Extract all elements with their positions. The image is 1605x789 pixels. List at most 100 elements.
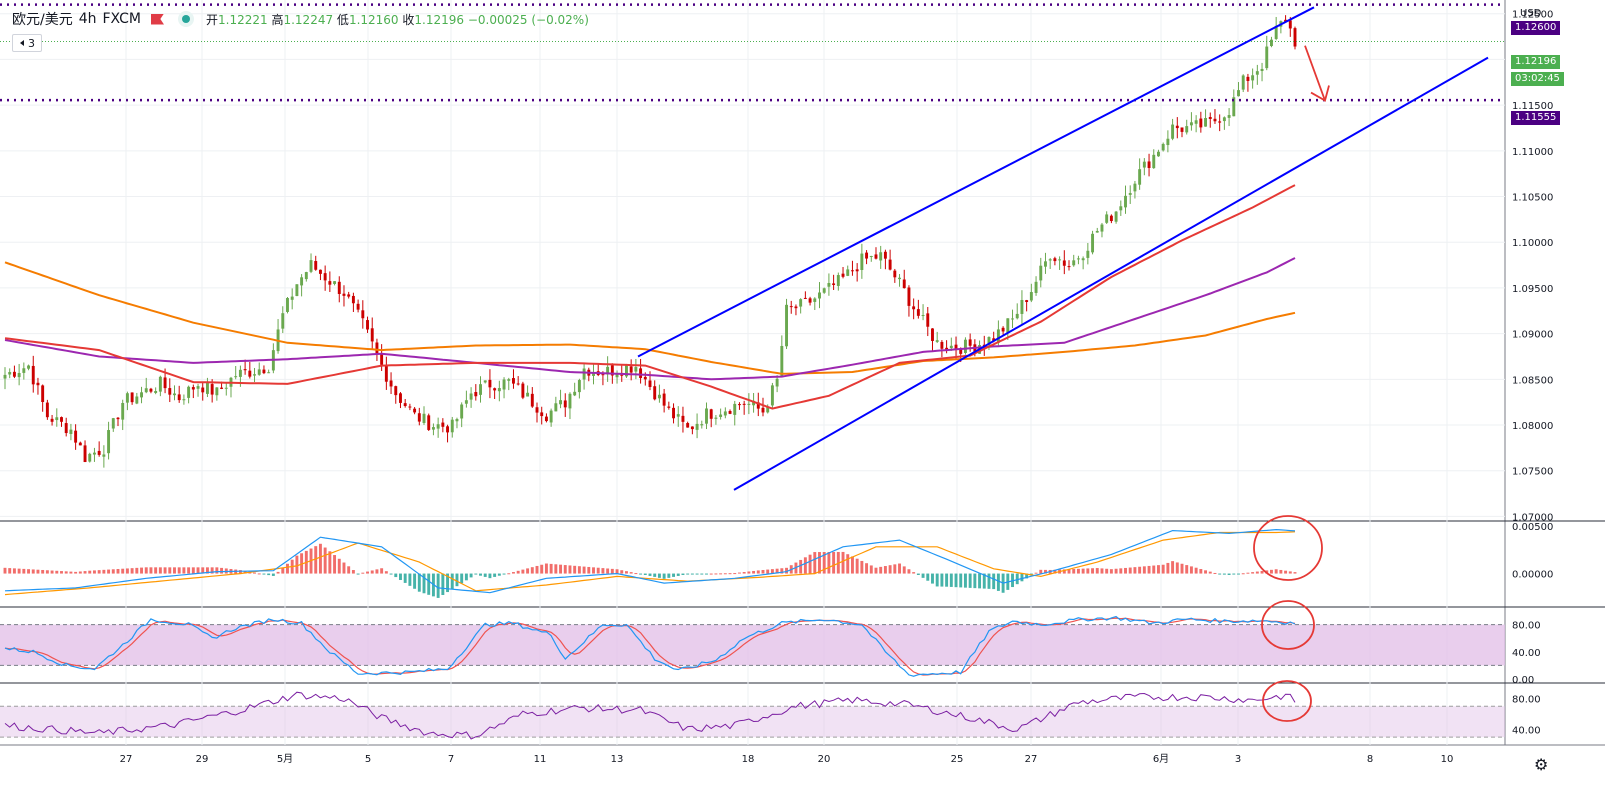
macd-histogram-bar [1138,566,1142,574]
candle-body [1081,258,1085,261]
candle-body [347,294,351,297]
macd-histogram-bar [695,573,699,575]
macd-histogram-bar [785,567,788,574]
candle-body [36,382,40,386]
macd-histogram-bar [1072,569,1076,574]
candle-body [841,273,845,277]
stochastic-band [0,624,1505,666]
macd-highlight-circle [1253,515,1323,581]
down-arrow [1304,45,1330,102]
macd-histogram-bar [544,563,548,574]
macd-histogram-bar [215,567,219,574]
macd-histogram-bar [83,571,87,574]
candle-body [742,403,746,405]
macd-histogram-bar [1293,572,1297,574]
macd-histogram-bar [1279,569,1283,574]
macd-histogram-bar [1270,569,1273,574]
candle-body [1232,97,1236,117]
candle-body [1072,260,1076,266]
candle-body [1128,193,1132,195]
candle-body [474,392,478,397]
candle-body [149,388,153,392]
macd-histogram-bar [163,567,167,574]
candle-body [111,418,115,429]
macd-histogram-bar [737,572,741,574]
macd-histogram-bar [582,566,586,574]
candle-body [625,365,628,377]
candle-body [154,391,158,393]
macd-histogram-bar [818,552,821,574]
macd-histogram-bar [1119,568,1123,574]
close-value: 1.12196 [414,12,465,27]
currency-label[interactable]: USD [1520,8,1542,19]
candle-body [601,374,605,376]
gear-icon[interactable]: ⚙ [1534,755,1549,774]
candle-body [83,445,87,463]
candle-body [615,374,619,378]
macd-histogram-bar [455,573,459,587]
candle-body [662,393,666,406]
macd-histogram-bar [488,573,492,579]
candle-body [323,273,327,281]
ma-mid-line [4,257,1296,381]
candle-body [441,422,445,427]
candle-body [1029,292,1033,301]
macd-histogram-bar [1076,568,1080,574]
candle-body [102,454,106,457]
y-tick-label: 1.07500 [1512,467,1553,478]
candle-body [898,277,901,280]
macd-histogram-bar [97,570,101,574]
macd-histogram-bar [1039,569,1043,574]
top-line-price-tag: 1.12600 [1511,21,1561,35]
candle-body [201,387,205,393]
candle-body [799,299,803,307]
macd-histogram-bar [672,573,675,577]
macd-histogram-bar [719,573,723,575]
candle-body [253,374,256,376]
macd-histogram-bar [521,569,525,574]
macd-histogram-bar [187,567,191,574]
macd-histogram-bar [549,563,553,574]
symbol-name[interactable]: 欧元/美元 [12,12,73,28]
rsi-tick-label: 40.00 [1512,725,1541,736]
candle-body [761,407,765,413]
candle-body [370,328,374,342]
candle-body [695,423,699,430]
macd-histogram-bar [64,571,68,574]
candle-body [243,369,247,371]
flag-icon[interactable] [150,13,164,25]
y-tick-label: 1.08000 [1512,421,1553,432]
candle-body [107,430,111,454]
macd-histogram-bar [1171,561,1175,574]
macd-histogram-bar [662,573,666,579]
macd-histogram-bar [775,568,779,574]
candle-body [893,270,897,278]
macd-histogram-bar [403,573,407,583]
macd-histogram-bar [1241,573,1245,575]
candle-body [832,283,836,285]
timeframe-label[interactable]: 4h [78,11,97,27]
candle-body [502,379,506,390]
macd-histogram-bar [714,573,718,575]
candle-body [50,418,54,422]
macd-histogram-bar [987,573,991,589]
macd-histogram-bar [177,567,181,574]
macd-histogram-bar [1246,572,1250,574]
candle-body [342,293,346,296]
macd-histogram-bar [869,565,873,574]
macd-histogram-bar [931,573,934,584]
macd-histogram-bar [271,573,275,576]
candle-body [1265,46,1269,69]
candle-body [295,284,299,297]
macd-histogram-bar [149,567,153,574]
high-value: 1.12247 [283,12,334,27]
macd-histogram-bar [657,573,661,578]
candle-body [747,403,751,405]
macd-histogram-bar [705,573,708,575]
candle-body [606,366,610,375]
macd-histogram-bar [158,567,162,574]
macd-histogram-bar [102,569,106,574]
candle-body [158,376,162,392]
indicators-toggle-button[interactable]: 3 [12,34,42,52]
